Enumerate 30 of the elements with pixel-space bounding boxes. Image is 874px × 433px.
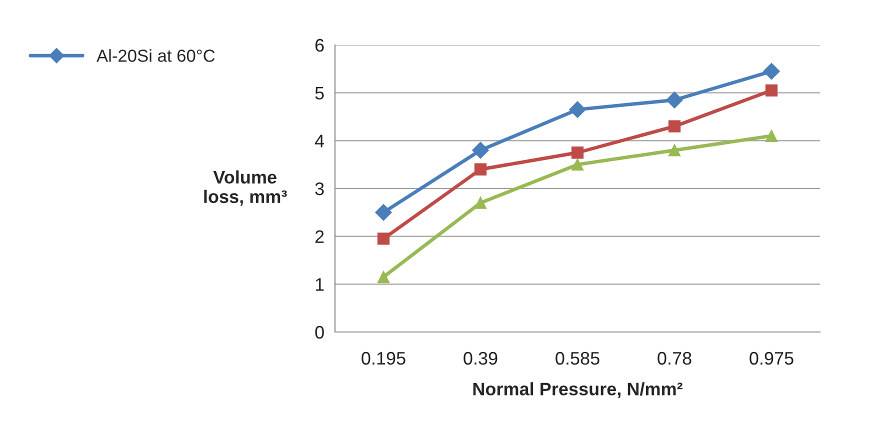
point [668, 144, 681, 156]
point [668, 120, 681, 132]
y-tick-label: 2 [315, 230, 324, 243]
y-axis-title: Volume loss, mm³ [204, 170, 287, 206]
point [377, 270, 390, 284]
x-tick-label: 0.195 [362, 352, 406, 365]
y-tick-label: 4 [314, 134, 324, 148]
point [474, 163, 487, 176]
point [377, 232, 390, 245]
point [472, 142, 489, 159]
point [765, 84, 778, 97]
point [571, 158, 584, 171]
x-tick-label: 0.975 [750, 352, 794, 365]
point [571, 146, 584, 159]
y-tick-label: 5 [315, 86, 324, 100]
point [763, 62, 780, 80]
legend-label: Al-20Si at 60°C [96, 49, 215, 62]
x-tick-label: 0.585 [556, 352, 600, 365]
point [569, 101, 586, 118]
point [666, 92, 683, 108]
point [474, 196, 487, 209]
y-tick-label: 3 [315, 182, 324, 196]
x-tick-label: 0.78 [658, 352, 692, 365]
x-axis-title: Normal Pressure, N/mm² [473, 382, 682, 398]
y-tick-label: 0 [315, 326, 324, 339]
point [375, 204, 392, 221]
x-tick-label: 0.39 [464, 352, 498, 365]
y-tick-label: 6 [315, 38, 324, 52]
y-tick-label: 1 [316, 278, 324, 291]
point [765, 130, 778, 142]
